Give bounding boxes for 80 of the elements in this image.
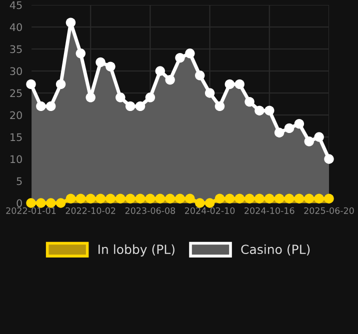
point <box>175 52 185 63</box>
y-tick-label: 35 <box>10 45 22 54</box>
point <box>284 194 294 204</box>
point <box>214 194 225 204</box>
point <box>86 92 96 102</box>
point <box>185 48 195 58</box>
point <box>145 194 156 204</box>
point <box>324 194 334 204</box>
y-tick-label: 15 <box>10 133 22 142</box>
point <box>116 92 126 102</box>
point <box>165 194 175 204</box>
point <box>274 194 284 204</box>
point <box>76 48 86 58</box>
legend-label: In lobby (PL) <box>98 244 174 256</box>
point <box>155 66 165 76</box>
point <box>324 154 334 164</box>
point <box>274 128 284 138</box>
point <box>294 194 304 204</box>
y-tick-label: 45 <box>10 1 22 10</box>
point <box>294 118 304 129</box>
point <box>96 194 106 204</box>
point <box>56 79 66 90</box>
x-tick-label: 2022-01-01 <box>6 207 56 214</box>
point <box>185 194 195 204</box>
point <box>214 101 225 112</box>
point <box>145 92 156 102</box>
legend-label: Casino (PL) <box>241 244 310 256</box>
x-tick-label: 2024-10-16 <box>244 207 294 214</box>
point <box>244 96 254 107</box>
x-tick-label: 2022-10-02 <box>66 207 116 214</box>
point <box>155 194 165 204</box>
point <box>314 194 324 204</box>
point <box>204 198 215 208</box>
point <box>204 88 215 98</box>
point <box>135 194 146 204</box>
y-tick-label: 20 <box>10 111 22 120</box>
point <box>254 106 264 116</box>
point <box>314 132 324 142</box>
point <box>195 198 205 208</box>
point <box>264 194 274 204</box>
point <box>36 101 46 112</box>
point <box>36 198 46 208</box>
point <box>304 136 314 146</box>
point <box>86 194 96 204</box>
point <box>46 101 56 112</box>
point <box>284 123 294 134</box>
point <box>26 198 36 208</box>
point <box>234 194 244 204</box>
point <box>106 62 116 72</box>
point <box>304 194 314 204</box>
x-tick-label: 2025-06-20 <box>304 207 354 214</box>
x-tick-label: 2024-02-10 <box>185 207 235 214</box>
y-tick-label: 40 <box>10 23 22 32</box>
point <box>56 198 66 208</box>
point <box>76 194 86 204</box>
y-tick-label: 5 <box>16 177 22 186</box>
point <box>96 57 106 68</box>
point <box>116 194 126 204</box>
point <box>66 18 76 28</box>
x-tick-label: 2023-06-08 <box>125 207 176 214</box>
point <box>165 74 175 85</box>
point <box>224 194 235 204</box>
point <box>46 198 56 208</box>
y-tick-label: 0 <box>16 199 22 208</box>
point <box>195 70 205 80</box>
y-tick-label: 10 <box>10 155 22 164</box>
y-tick-label: 25 <box>10 89 22 98</box>
point <box>175 194 185 204</box>
point <box>224 79 235 90</box>
point <box>244 194 254 204</box>
point <box>66 194 76 204</box>
y-tick-label: 30 <box>10 67 22 76</box>
point <box>26 79 36 90</box>
point <box>234 79 244 90</box>
point <box>125 194 136 204</box>
point <box>135 101 146 112</box>
point <box>264 106 274 116</box>
point <box>254 194 264 204</box>
point <box>125 101 136 112</box>
point <box>106 194 116 204</box>
